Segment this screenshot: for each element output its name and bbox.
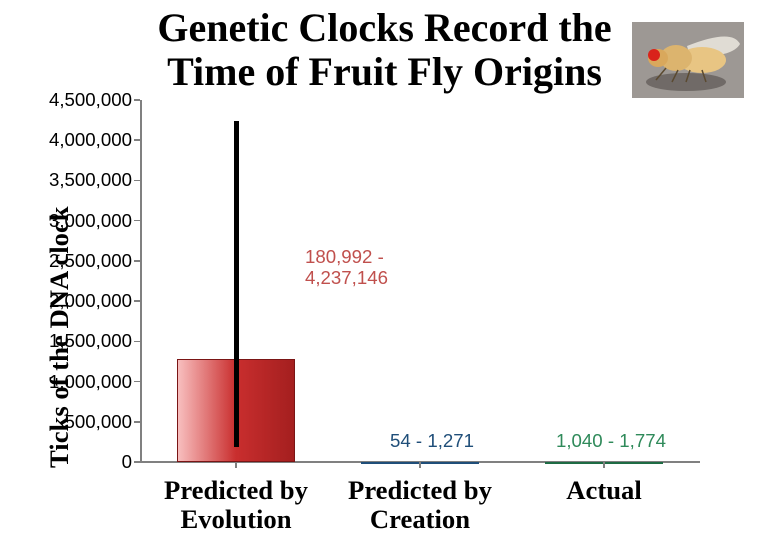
- x-tick-mark: [419, 462, 421, 468]
- plot-area: 0500,0001,000,0001,500,0002,000,0002,500…: [140, 100, 700, 462]
- chart-title-line1: Genetic Clocks Record the: [157, 5, 611, 50]
- y-tick-mark: [134, 220, 140, 222]
- error-bar-evolution: [234, 121, 239, 447]
- y-tick-label: 2,000,000: [20, 290, 132, 312]
- y-tick-mark: [134, 99, 140, 101]
- y-tick-label: 3,500,000: [20, 169, 132, 191]
- y-tick-mark: [134, 381, 140, 383]
- range-label-actual: 1,040 - 1,774: [556, 430, 666, 451]
- y-tick-label: 1,500,000: [20, 330, 132, 352]
- fruit-fly-image: [632, 22, 744, 98]
- x-category-creation: Predicted byCreation: [330, 476, 510, 535]
- figure-root: { "dimensions": { "width": 769, "height"…: [0, 0, 769, 560]
- y-tick-mark: [134, 139, 140, 141]
- x-tick-mark: [235, 462, 237, 468]
- range-label-creation: 54 - 1,271: [390, 430, 474, 451]
- x-tick-mark: [603, 462, 605, 468]
- y-tick-mark: [134, 260, 140, 262]
- y-tick-mark: [134, 421, 140, 423]
- x-category-evolution: Predicted byEvolution: [146, 476, 326, 535]
- y-tick-mark: [134, 341, 140, 343]
- y-tick-label: 2,500,000: [20, 250, 132, 272]
- y-tick-label: 0: [20, 451, 132, 473]
- y-axis-line: [140, 100, 142, 462]
- chart-title-line2: Time of Fruit Fly Origins: [167, 49, 602, 94]
- y-tick-mark: [134, 300, 140, 302]
- y-tick-label: 4,000,000: [20, 129, 132, 151]
- y-tick-mark: [134, 461, 140, 463]
- y-tick-label: 1,000,000: [20, 371, 132, 393]
- x-category-actual: Actual: [514, 476, 694, 505]
- y-tick-label: 4,500,000: [20, 89, 132, 111]
- fruit-fly-icon: [632, 22, 744, 98]
- y-tick-label: 500,000: [20, 411, 132, 433]
- range-label-evolution: 180,992 -4,237,146: [305, 246, 388, 289]
- y-tick-label: 3,000,000: [20, 210, 132, 232]
- y-tick-mark: [134, 180, 140, 182]
